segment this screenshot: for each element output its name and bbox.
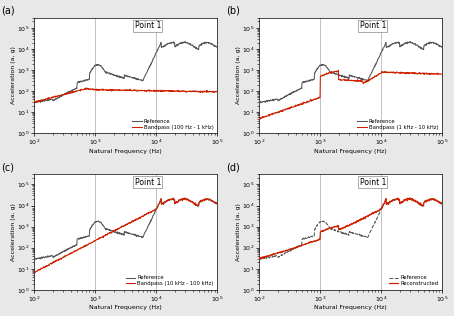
Y-axis label: Acceleration (a, g): Acceleration (a, g) <box>10 203 15 261</box>
Text: (a): (a) <box>1 5 15 15</box>
Text: Point 1: Point 1 <box>134 178 161 187</box>
Text: Point 1: Point 1 <box>134 21 161 30</box>
Text: (c): (c) <box>1 162 15 172</box>
Y-axis label: Acceleration (a, g): Acceleration (a, g) <box>10 46 15 105</box>
X-axis label: Natural Frequency (Hz): Natural Frequency (Hz) <box>89 149 162 154</box>
X-axis label: Natural Frequency (Hz): Natural Frequency (Hz) <box>314 149 387 154</box>
Text: Point 1: Point 1 <box>360 178 386 187</box>
Legend: Reference, Bandpass (1 kHz - 10 kHz): Reference, Bandpass (1 kHz - 10 kHz) <box>356 118 439 131</box>
Legend: Reference, Bandpass (100 Hz - 1 kHz): Reference, Bandpass (100 Hz - 1 kHz) <box>131 118 215 131</box>
X-axis label: Natural Frequency (Hz): Natural Frequency (Hz) <box>314 306 387 310</box>
X-axis label: Natural Frequency (Hz): Natural Frequency (Hz) <box>89 306 162 310</box>
Text: Point 1: Point 1 <box>360 21 386 30</box>
Legend: Reference, Bandpass (10 kHz - 100 kHz): Reference, Bandpass (10 kHz - 100 kHz) <box>124 274 215 287</box>
Y-axis label: Acceleration (a, g): Acceleration (a, g) <box>236 46 241 105</box>
Text: (b): (b) <box>227 5 240 15</box>
Legend: Reference, Reconstructed: Reference, Reconstructed <box>388 274 439 287</box>
Y-axis label: Acceleration (a, g): Acceleration (a, g) <box>236 203 241 261</box>
Text: (d): (d) <box>227 162 240 172</box>
